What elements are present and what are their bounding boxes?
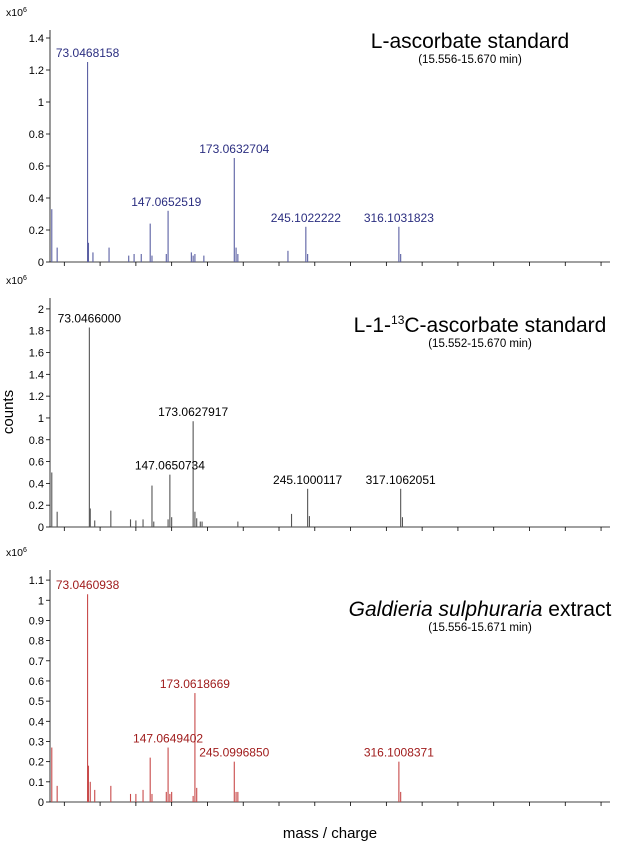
y-tick-label: 1.1: [29, 575, 44, 587]
y-tick-label: 0.9: [29, 615, 44, 627]
peak-label: 173.0632704: [199, 142, 269, 156]
y-tick-label: 0.8: [29, 129, 44, 141]
y-tick-label: 1.2: [29, 65, 44, 77]
y-tick-label: 0.4: [29, 716, 44, 728]
y-tick-label: 0.4: [29, 478, 44, 490]
x-axis-title: mass / charge: [283, 825, 377, 842]
panel-title: L-ascorbate standard: [371, 30, 569, 53]
peak-label: 317.1062051: [366, 473, 436, 487]
y-tick-label: 0.6: [29, 676, 44, 688]
y-multiplier-label: x106: [6, 275, 27, 287]
y-tick-label: 0.1: [29, 777, 44, 789]
peak-label: 147.0652519: [131, 195, 201, 209]
y-tick-label: 1.2: [29, 391, 44, 403]
spectrum-panel-bottom: 0 0.1 0.2 0.3 0.4 0.5 0.6 0.7 0.8 0.9 1 1.1 x106 73.0…: [6, 547, 611, 809]
panel-subtitle: (15.552-15.670 min): [428, 338, 532, 350]
peak-label: 245.1000117: [273, 473, 343, 487]
peak-label: 147.0650734: [135, 459, 205, 473]
peak-label: 245.0996850: [199, 746, 269, 760]
y-tick-label: 0: [38, 522, 44, 534]
y-axis-title: counts: [0, 390, 17, 434]
y-tick-label: 1.4: [29, 369, 44, 381]
y-tick-label: 1.4: [29, 33, 44, 45]
y-multiplier-label: x106: [6, 547, 27, 559]
spectrum-panels: 0 0.2 0.4 0.6 0.8 1 1.2 1.4 x106 73.0468158 147.06…: [6, 7, 611, 809]
panel-title: L-1-13C-ascorbate standard: [354, 313, 607, 337]
peak-label: 173.0618669: [160, 677, 230, 691]
y-tick-label: 0.4: [29, 193, 44, 205]
peak-label: 316.1008371: [364, 746, 434, 760]
y-tick-label: 0: [38, 257, 44, 269]
y-tick-label: 0.5: [29, 696, 44, 708]
y-tick-label: 0.8: [29, 636, 44, 648]
y-tick-label: 2: [38, 304, 44, 316]
y-tick-label: 0: [38, 797, 44, 809]
peak-label: 73.0468158: [56, 46, 120, 60]
y-tick-label: 0.8: [29, 435, 44, 447]
y-tick-label: 0.3: [29, 736, 44, 748]
spectrum-panel-top: 0 0.2 0.4 0.6 0.8 1 1.2 1.4 x106 73.0468158 147.06…: [6, 7, 610, 269]
peak-label: 147.0649402: [133, 732, 203, 746]
y-multiplier-label: x106: [6, 7, 27, 19]
peak-label: 73.0466000: [58, 311, 122, 325]
panel-title: Galdieria sulphuraria extract: [349, 598, 612, 621]
y-tick-label: 1: [38, 595, 44, 607]
y-tick-label: 0.2: [29, 500, 44, 512]
panel-subtitle: (15.556-15.670 min): [418, 54, 522, 66]
y-tick-label: 0.2: [29, 757, 44, 769]
peak-label: 245.1022222: [271, 211, 341, 225]
peak-label: 173.0627917: [158, 405, 228, 419]
peak-label: 316.1031823: [364, 211, 434, 225]
y-tick-label: 0.2: [29, 225, 44, 237]
y-tick-label: 0.6: [29, 457, 44, 469]
y-tick-label: 1.6: [29, 348, 44, 360]
y-tick-label: 0.7: [29, 656, 44, 668]
y-tick-label: 1: [38, 97, 44, 109]
y-tick-label: 1: [38, 413, 44, 425]
y-tick-label: 0.6: [29, 161, 44, 173]
peak-label: 73.0460938: [56, 578, 120, 592]
spectrum-panel-middle: 0 0.2 0.4 0.6 0.8 1 1.2 1.4 1.6 1.8 2 x106 73.046600…: [6, 275, 610, 534]
y-tick-label: 1.8: [29, 326, 44, 338]
panel-subtitle: (15.556-15.671 min): [428, 622, 532, 634]
